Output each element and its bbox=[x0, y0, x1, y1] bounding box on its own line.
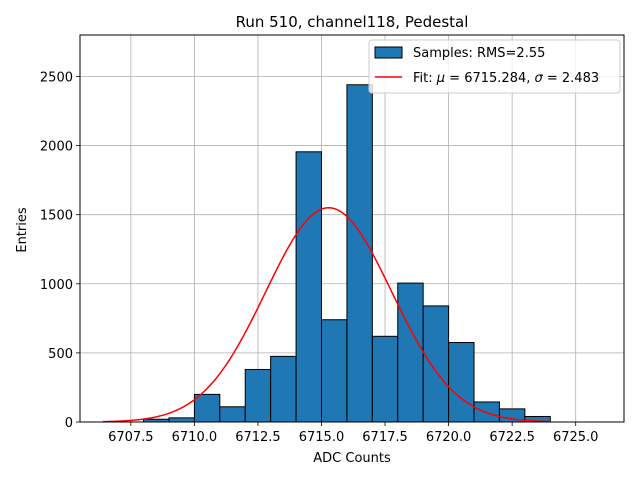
legend-histogram-label: Samples: RMS=2.55 bbox=[413, 46, 545, 61]
chart-title: Run 510, channel118, Pedestal bbox=[236, 13, 469, 31]
histogram-bar bbox=[346, 84, 373, 423]
x-tick-label: 6715.0 bbox=[299, 430, 345, 445]
histogram-bar bbox=[168, 417, 195, 423]
x-tick-label: 6717.5 bbox=[362, 430, 408, 445]
x-tick-label: 6725.0 bbox=[553, 430, 599, 445]
histogram-bar bbox=[270, 355, 297, 423]
y-tick-label: 500 bbox=[48, 347, 73, 362]
x-tick-label: 6712.5 bbox=[235, 430, 281, 445]
histogram-bar bbox=[295, 151, 322, 423]
x-axis-label: ADC Counts bbox=[313, 451, 391, 466]
histogram-bar bbox=[371, 335, 399, 423]
legend-box bbox=[368, 39, 621, 94]
histogram-bar bbox=[244, 368, 272, 423]
axis-ticks: 6707.5 6710.0 6712.5 6715.0 6717.5 6720.0 6722… bbox=[40, 70, 599, 445]
y-tick-label: 1500 bbox=[40, 209, 73, 224]
y-tick-label: 2000 bbox=[40, 140, 73, 155]
legend-fit-label: Fit: μ = 6715.284, σ = 2.483 bbox=[413, 71, 599, 86]
histogram-bar bbox=[397, 282, 424, 423]
plot-frame bbox=[79, 34, 625, 423]
histogram-bars bbox=[143, 84, 551, 423]
histogram-bar bbox=[320, 319, 348, 423]
y-tick-label: 1000 bbox=[40, 278, 73, 293]
histogram-bar bbox=[193, 393, 221, 423]
x-tick-label: 6722.5 bbox=[489, 430, 535, 445]
legend-histogram-swatch bbox=[374, 46, 403, 59]
y-tick-label: 2500 bbox=[40, 70, 73, 85]
y-axis-label: Entries bbox=[15, 207, 30, 253]
histogram-bar bbox=[219, 406, 246, 423]
x-tick-label: 6707.5 bbox=[108, 430, 154, 445]
x-tick-label: 6720.0 bbox=[426, 430, 472, 445]
x-tick-label: 6710.0 bbox=[172, 430, 218, 445]
histogram-bar bbox=[448, 342, 475, 423]
legend: Samples: RMS=2.55 Fit: μ = 6715.284, σ =… bbox=[368, 39, 621, 94]
histogram-bar bbox=[422, 305, 450, 423]
y-tick-label: 0 bbox=[65, 416, 73, 431]
fit-curve bbox=[102, 207, 551, 423]
